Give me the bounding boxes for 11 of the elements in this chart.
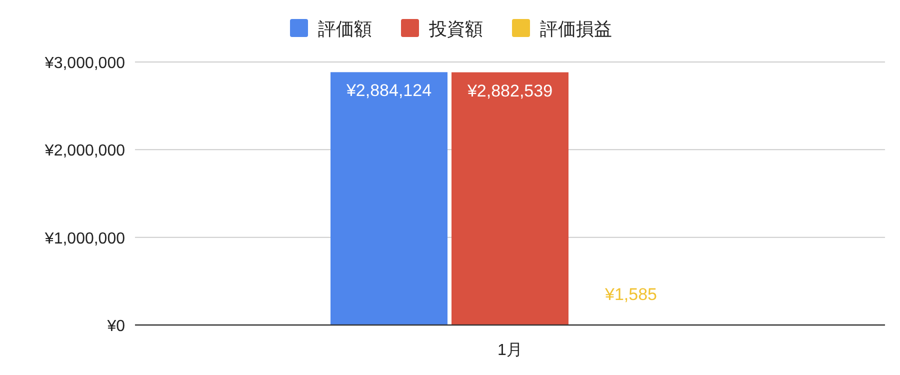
y-tick-label: ¥1,000,000 [44,230,126,248]
legend-label: 投資額 [428,19,483,39]
y-tick-label: ¥0 [106,318,126,335]
data-label: ¥2,882,539 [466,81,553,100]
y-tick-label: ¥3,000,000 [44,55,126,72]
data-label: ¥1,585 [604,284,657,304]
x-tick-label: 1月 [498,342,522,359]
legend-label: 評価額 [318,19,372,39]
y-tick-label: ¥2,000,000 [44,142,126,160]
legend-label: 評価損益 [540,19,612,39]
data-label: ¥2,884,124 [345,81,432,100]
